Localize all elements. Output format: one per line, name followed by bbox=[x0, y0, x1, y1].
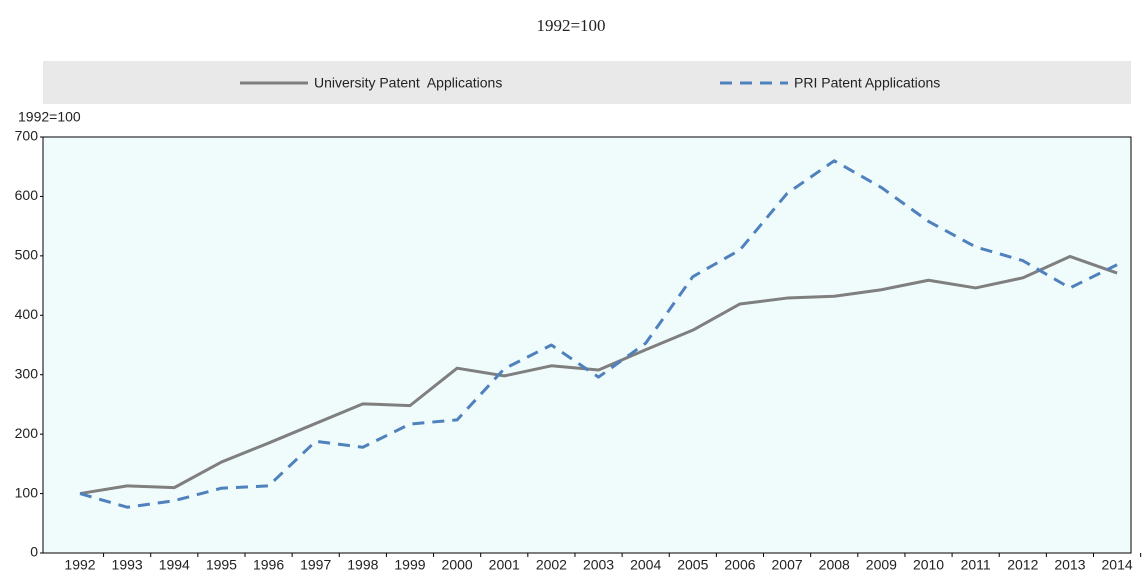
y-tick-label: 600 bbox=[15, 187, 39, 203]
x-tick-label: 2012 bbox=[1007, 557, 1038, 573]
x-tick-label: 2009 bbox=[866, 557, 897, 573]
x-tick-label: 1999 bbox=[394, 557, 425, 573]
y-tick-label: 300 bbox=[15, 365, 39, 381]
y-tick-label: 700 bbox=[15, 128, 39, 144]
x-tick-label: 2005 bbox=[677, 557, 708, 573]
y-tick-label: 0 bbox=[30, 544, 38, 560]
x-tick-label: 2010 bbox=[913, 557, 944, 573]
x-tick-label: 1998 bbox=[347, 557, 378, 573]
y-tick-label: 100 bbox=[15, 484, 39, 500]
legend-label: PRI Patent Applications bbox=[794, 75, 940, 91]
x-tick-label: 2003 bbox=[583, 557, 614, 573]
x-tick-label: 2014 bbox=[1102, 557, 1133, 573]
x-tick-label: 2007 bbox=[772, 557, 803, 573]
y-axis-label: 1992=100 bbox=[18, 109, 81, 125]
chart-title: 1992=100 bbox=[536, 16, 605, 35]
x-tick-label: 2006 bbox=[724, 557, 755, 573]
legend-box bbox=[43, 61, 1131, 104]
plot-area bbox=[42, 136, 1132, 554]
x-tick-label: 1995 bbox=[206, 557, 237, 573]
y-tick-label: 400 bbox=[15, 306, 39, 322]
x-tick-label: 1997 bbox=[300, 557, 331, 573]
series-line bbox=[79, 159, 1118, 509]
legend-label: University Patent Applications bbox=[314, 75, 502, 91]
x-tick-label: 2000 bbox=[442, 557, 473, 573]
y-tick-label: 200 bbox=[15, 425, 39, 441]
x-tick-label: 2011 bbox=[961, 557, 991, 573]
x-tick-label: 2002 bbox=[536, 557, 567, 573]
x-tick-label: 2008 bbox=[819, 557, 850, 573]
x-tick-label: 1993 bbox=[112, 557, 143, 573]
x-tick-label: 1996 bbox=[253, 557, 284, 573]
y-tick-label: 500 bbox=[15, 247, 39, 263]
x-tick-label: 2013 bbox=[1054, 557, 1085, 573]
x-tick-label: 2001 bbox=[489, 557, 520, 573]
x-tick-label: 2004 bbox=[630, 557, 661, 573]
x-tick-label: 1992 bbox=[64, 557, 95, 573]
x-tick-label: 1994 bbox=[159, 557, 190, 573]
series-line bbox=[79, 254, 1118, 496]
